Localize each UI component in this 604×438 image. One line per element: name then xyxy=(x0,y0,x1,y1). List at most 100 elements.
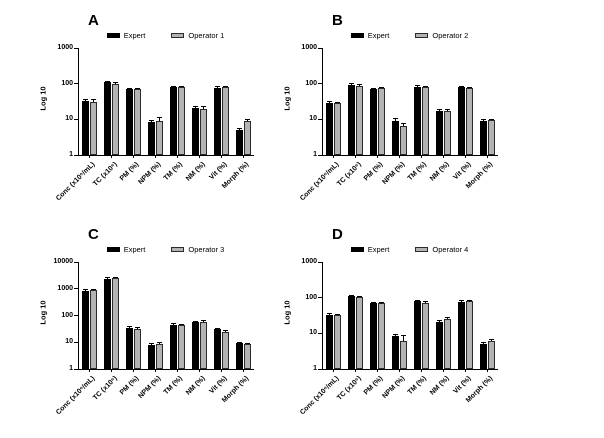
error-bar-cap xyxy=(436,108,442,110)
x-tick xyxy=(89,369,91,372)
error-bar-cap xyxy=(401,123,407,125)
error-bar xyxy=(129,326,131,328)
error-bar xyxy=(129,88,131,90)
bar-expert xyxy=(148,121,156,155)
error-bar-cap xyxy=(349,295,355,296)
x-tick xyxy=(89,155,91,158)
legend-item-expert: Expert xyxy=(350,245,390,254)
x-tick xyxy=(399,369,401,372)
error-bar-cap xyxy=(244,119,250,121)
bar-operator xyxy=(378,87,386,155)
error-bar-cap xyxy=(393,334,399,336)
error-bar-cap xyxy=(83,98,89,100)
legend-item-operator: Operator 2 xyxy=(415,31,468,40)
x-tick-label: TM (%) xyxy=(163,375,185,397)
bar-operator xyxy=(243,120,251,155)
error-bar-cap xyxy=(149,119,155,121)
bar-operator xyxy=(356,296,364,369)
y-axis-label: Log 10 xyxy=(38,300,48,325)
error-bar-cap xyxy=(91,99,97,101)
x-tick xyxy=(464,369,466,372)
x-tick-label: TM (%) xyxy=(163,161,185,183)
error-bar xyxy=(468,87,470,89)
y-tick xyxy=(74,261,79,263)
x-tick xyxy=(242,369,244,372)
error-bar xyxy=(381,87,383,89)
legend-item-operator: Operator 1 xyxy=(171,31,224,40)
error-bar-cap xyxy=(335,101,341,103)
error-bar-cap xyxy=(192,105,198,107)
panel-b: B Expert Operator 2 Log 10 1 10 100 1000 Con… xyxy=(274,8,546,220)
y-tick xyxy=(74,341,79,343)
error-bar xyxy=(216,86,218,88)
x-tick xyxy=(442,369,444,372)
y-tick xyxy=(318,368,323,370)
y-tick-label: 1 xyxy=(313,151,317,158)
error-bar xyxy=(351,83,353,85)
error-bar-cap xyxy=(379,86,385,88)
bar-expert xyxy=(479,120,487,155)
error-bar-cap xyxy=(379,302,385,304)
bar-operator xyxy=(421,302,429,369)
error-bar-cap xyxy=(414,300,420,302)
y-tick xyxy=(318,47,323,49)
error-bar xyxy=(329,101,331,103)
bar-expert xyxy=(326,314,334,369)
bar-expert xyxy=(191,322,199,369)
x-tick xyxy=(486,155,488,158)
error-bar xyxy=(460,86,462,88)
y-tick xyxy=(318,118,323,120)
x-tick xyxy=(464,155,466,158)
y-tick-label: 100 xyxy=(305,293,317,301)
error-bar-cap xyxy=(113,276,119,278)
x-tick-label: NM (%) xyxy=(184,375,207,397)
bar-expert xyxy=(213,329,221,369)
legend-label-operator: Operator 3 xyxy=(188,245,225,254)
error-bar-cap xyxy=(222,85,228,87)
bar-operator xyxy=(487,120,495,155)
bar-expert xyxy=(82,100,90,155)
error-bar xyxy=(460,300,462,302)
legend-item-operator: Operator 4 xyxy=(415,245,468,254)
bar-expert xyxy=(370,303,378,369)
error-bar xyxy=(438,320,440,322)
y-tick xyxy=(318,332,323,334)
error-bar-cap xyxy=(422,85,428,87)
legend-label-expert: Expert xyxy=(123,245,146,254)
error-bar-cap xyxy=(357,84,363,86)
error-bar xyxy=(482,119,484,121)
y-tick xyxy=(318,154,323,156)
error-bar xyxy=(446,109,448,112)
x-tick xyxy=(377,369,379,372)
bar-expert xyxy=(235,130,243,155)
legend-item-operator: Operator 3 xyxy=(171,245,224,254)
panel-b-legend: Expert Operator 2 xyxy=(322,31,497,40)
x-tick xyxy=(133,155,135,158)
error-bar xyxy=(224,330,226,333)
bar-expert xyxy=(392,335,400,369)
y-tick xyxy=(74,315,79,316)
error-bar-cap xyxy=(105,277,111,279)
bar-expert xyxy=(479,344,487,369)
bar-expert xyxy=(392,120,400,155)
y-axis-label: Log 10 xyxy=(282,86,292,111)
error-bar-cap xyxy=(91,288,97,290)
expert-swatch-icon xyxy=(350,33,364,38)
y-tick-label: 10 xyxy=(309,329,317,337)
error-bar-cap xyxy=(488,338,494,340)
error-bar xyxy=(137,327,139,330)
error-bar-cap xyxy=(236,128,242,130)
legend-label-expert: Expert xyxy=(367,245,390,254)
legend-label-expert: Expert xyxy=(123,31,146,40)
y-axis-label: Log 10 xyxy=(282,300,292,325)
x-tick-label: NPM (%) xyxy=(137,375,163,401)
bar-operator xyxy=(199,321,207,369)
bar-operator xyxy=(90,289,98,369)
plot-area-c: 1 10 100 1000 10000 Conc (x10⁶/mL) TC (x10⁶) PM… xyxy=(54,258,254,416)
bar-expert xyxy=(326,102,334,155)
bar-expert xyxy=(413,86,421,155)
bar-operator xyxy=(90,101,98,155)
error-bar-cap xyxy=(458,300,464,302)
error-bar xyxy=(424,301,426,303)
operator-swatch-icon xyxy=(415,247,429,252)
